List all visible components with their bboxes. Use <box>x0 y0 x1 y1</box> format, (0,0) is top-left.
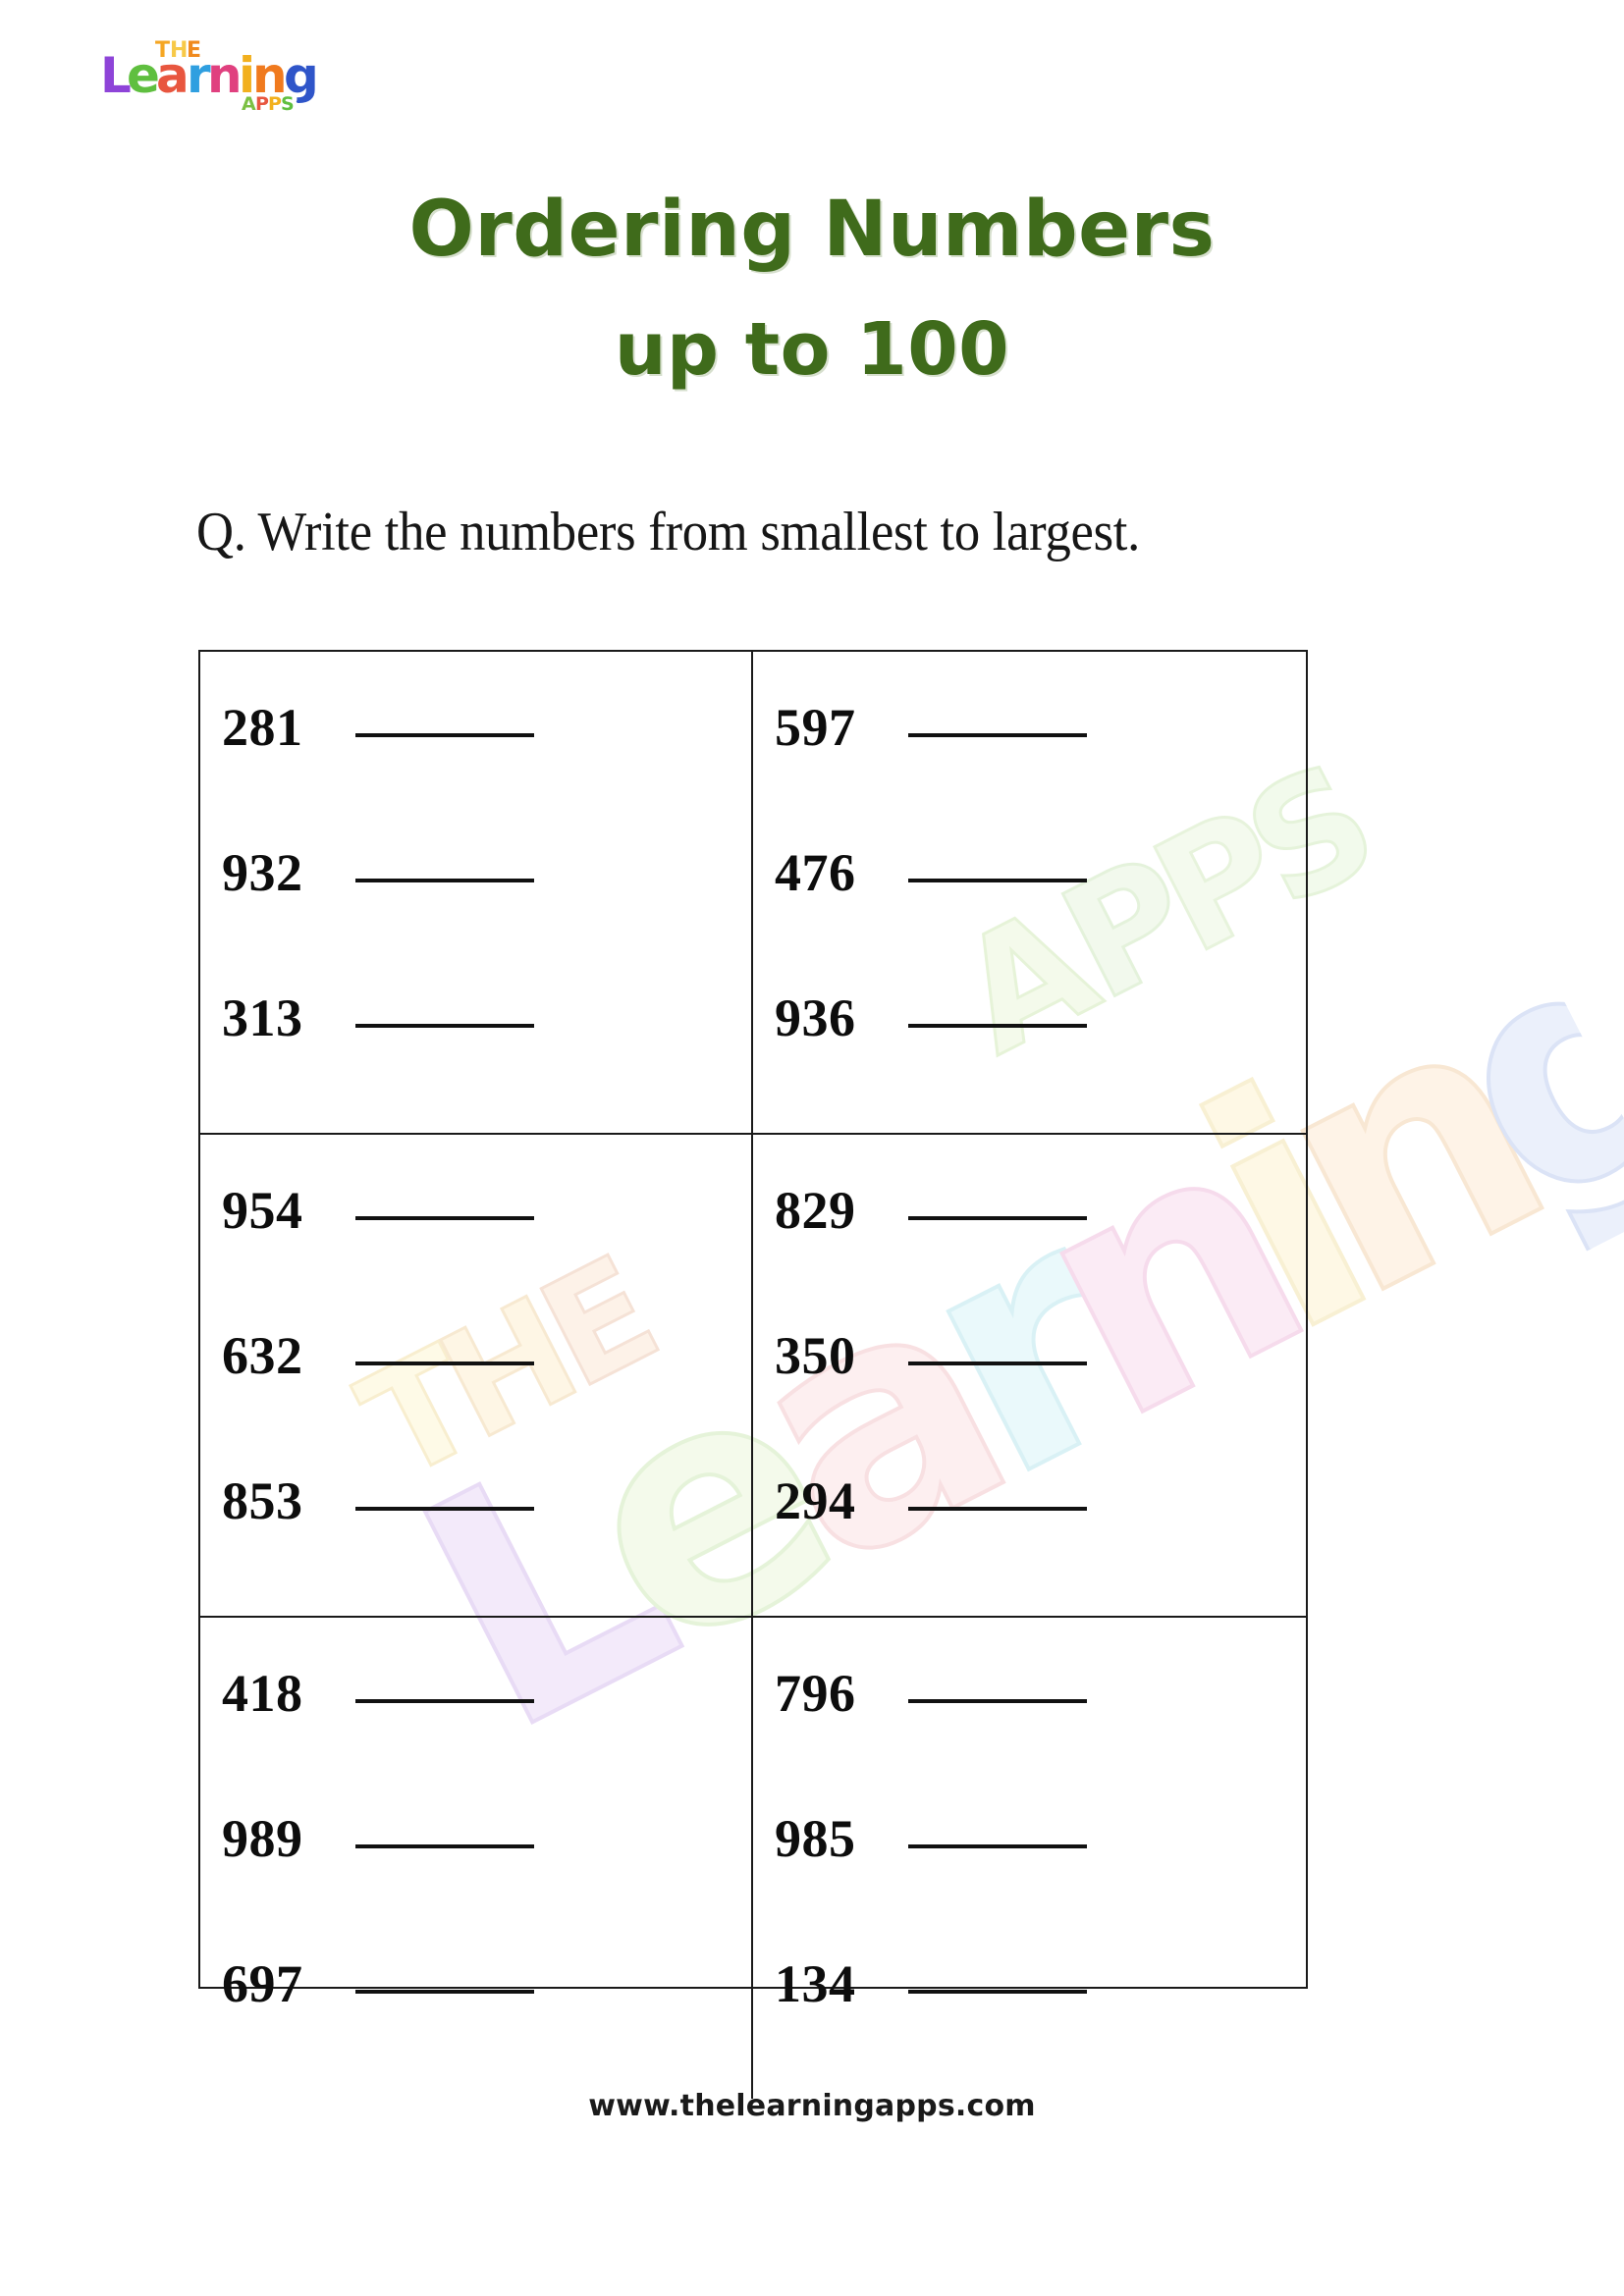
answer-blank[interactable] <box>355 1024 534 1028</box>
svg-text:T: T <box>155 38 170 63</box>
list-item: 134 <box>775 1953 1306 2099</box>
number-value: 829 <box>775 1181 856 1240</box>
answer-blank[interactable] <box>908 1990 1087 1994</box>
svg-text:e: e <box>127 47 160 104</box>
the-learning-apps-logo: THE T H E Learning L e a r n i n g <box>94 33 359 127</box>
svg-text:L: L <box>100 47 132 104</box>
number-value: 936 <box>775 988 856 1047</box>
answer-blank[interactable] <box>355 1990 534 1994</box>
list-item: 829 <box>775 1180 1306 1325</box>
list-item: 932 <box>222 842 751 988</box>
svg-text:Learning: Learning <box>100 47 344 104</box>
answer-blank[interactable] <box>355 1699 534 1703</box>
page-title: Ordering Numbers up to 100 <box>0 191 1624 386</box>
worksheet-cell-2: 597 476 936 <box>753 652 1306 1135</box>
svg-text:n: n <box>252 47 288 104</box>
list-item: 418 <box>222 1663 751 1808</box>
number-value: 932 <box>222 843 303 902</box>
svg-text:g: g <box>284 47 319 104</box>
number-value: 954 <box>222 1181 303 1240</box>
svg-text:a: a <box>156 47 189 104</box>
number-value: 796 <box>775 1664 856 1723</box>
list-item: 632 <box>222 1325 751 1470</box>
number-value: 597 <box>775 698 856 757</box>
number-value: 418 <box>222 1664 303 1723</box>
svg-text:i: i <box>239 47 255 104</box>
list-item: 313 <box>222 988 751 1133</box>
number-value: 134 <box>775 1954 856 2013</box>
number-value: 989 <box>222 1809 303 1868</box>
number-value: 853 <box>222 1471 303 1530</box>
svg-text:n: n <box>207 47 243 104</box>
worksheet-cell-6: 796 985 134 <box>753 1618 1306 2099</box>
footer-url[interactable]: www.thelearningapps.com <box>588 2089 1036 2123</box>
answer-blank[interactable] <box>908 1699 1087 1703</box>
svg-text:A: A <box>242 93 256 115</box>
svg-text:g: g <box>1393 841 1624 1282</box>
answer-blank[interactable] <box>355 1507 534 1511</box>
svg-text:E: E <box>187 38 201 63</box>
number-value: 294 <box>775 1471 856 1530</box>
svg-text:S: S <box>281 93 295 115</box>
worksheet-cell-5: 418 989 697 <box>200 1618 753 2099</box>
list-item: 697 <box>222 1953 751 2099</box>
answer-blank[interactable] <box>355 879 534 882</box>
answer-blank[interactable] <box>908 1844 1087 1848</box>
number-value: 632 <box>222 1326 303 1385</box>
answer-blank[interactable] <box>908 1024 1087 1028</box>
page-title-line-2: up to 100 <box>614 307 1010 392</box>
list-item: 796 <box>775 1663 1306 1808</box>
svg-text:P: P <box>268 93 282 115</box>
svg-text:APPS: APPS <box>242 93 297 115</box>
answer-blank[interactable] <box>908 1216 1087 1220</box>
list-item: 281 <box>222 697 751 842</box>
list-item: 853 <box>222 1470 751 1616</box>
number-value: 476 <box>775 843 856 902</box>
number-value: 985 <box>775 1809 856 1868</box>
list-item: 989 <box>222 1808 751 1953</box>
page-title-line-1: Ordering Numbers <box>408 186 1216 274</box>
answer-blank[interactable] <box>908 1362 1087 1365</box>
list-item: 476 <box>775 842 1306 988</box>
worksheet-cell-1: 281 932 313 <box>200 652 753 1135</box>
number-value: 313 <box>222 988 303 1047</box>
answer-blank[interactable] <box>355 1216 534 1220</box>
svg-text:P: P <box>255 93 269 115</box>
answer-blank[interactable] <box>908 879 1087 882</box>
list-item: 294 <box>775 1470 1306 1616</box>
number-value: 281 <box>222 698 303 757</box>
worksheet-cell-3: 954 632 853 <box>200 1135 753 1618</box>
worksheet-cell-4: 829 350 294 <box>753 1135 1306 1618</box>
answer-blank[interactable] <box>355 733 534 737</box>
svg-text:THE: THE <box>155 38 202 63</box>
answer-blank[interactable] <box>355 1362 534 1365</box>
list-item: 936 <box>775 988 1306 1133</box>
list-item: 597 <box>775 697 1306 842</box>
answer-blank[interactable] <box>908 733 1087 737</box>
number-value: 697 <box>222 1954 303 2013</box>
svg-text:H: H <box>170 38 188 63</box>
number-value: 350 <box>775 1326 856 1385</box>
answer-blank[interactable] <box>355 1844 534 1848</box>
list-item: 954 <box>222 1180 751 1325</box>
svg-text:r: r <box>187 47 211 104</box>
list-item: 350 <box>775 1325 1306 1470</box>
instruction-text: Q. Write the numbers from smallest to la… <box>196 502 1141 562</box>
answer-blank[interactable] <box>908 1507 1087 1511</box>
worksheet-table: 281 932 313 597 476 936 <box>198 650 1308 2099</box>
list-item: 985 <box>775 1808 1306 1953</box>
